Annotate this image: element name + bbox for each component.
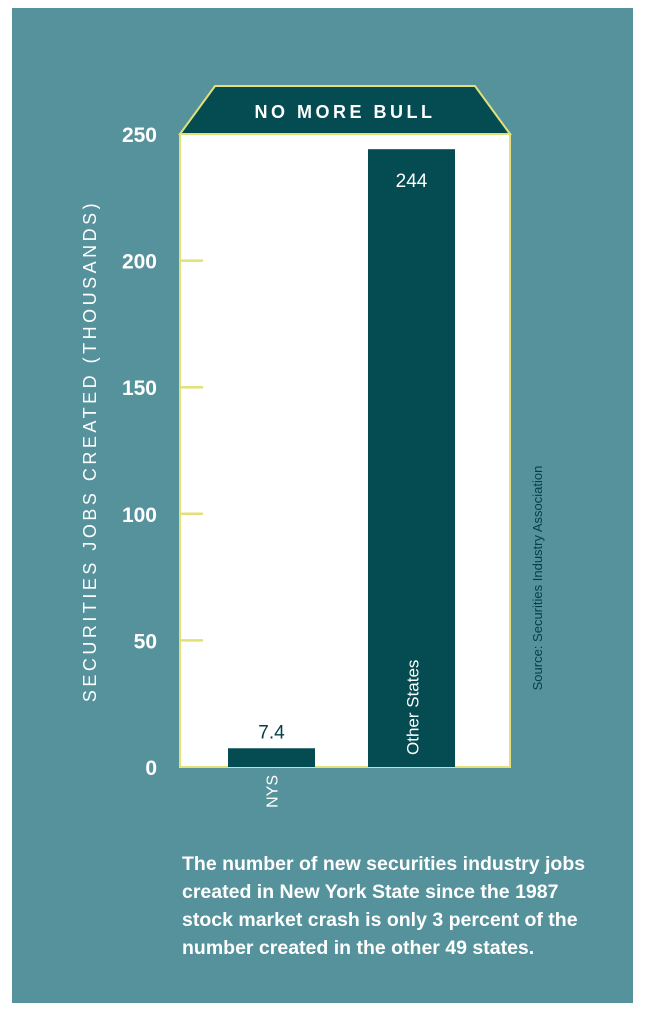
source-note: Source: Securities Industry Association — [530, 466, 545, 691]
bar — [368, 149, 455, 767]
y-tick-label: 50 — [134, 630, 157, 653]
category-label: NYS — [265, 775, 282, 808]
chart-title: NO MORE BULL — [255, 102, 436, 122]
chart-caption: The number of new securities industry jo… — [182, 853, 586, 959]
chart-panel: NO MORE BULL SECURITIES JOBS CREATED (TH… — [12, 8, 633, 1003]
y-tick-label: 150 — [122, 377, 157, 400]
y-tick-label: 100 — [122, 504, 157, 527]
data-label: 7.4 — [258, 722, 285, 743]
category-label: Other States — [404, 660, 423, 755]
y-axis-label: SECURITIES JOBS CREATED (THOUSANDS) — [80, 200, 100, 702]
data-label: 244 — [396, 171, 428, 192]
y-tick-label: 200 — [122, 251, 157, 274]
bars: 7.4 NYS 244 Other States — [228, 149, 455, 808]
chart-svg: NO MORE BULL SECURITIES JOBS CREATED (TH… — [12, 8, 633, 1003]
y-tick-label: 0 — [145, 757, 157, 780]
y-tick-label: 250 — [122, 124, 157, 147]
y-axis-ticks: 0 50 100 150 200 250 — [122, 124, 203, 780]
plot-area — [179, 133, 511, 768]
bar — [228, 748, 315, 767]
